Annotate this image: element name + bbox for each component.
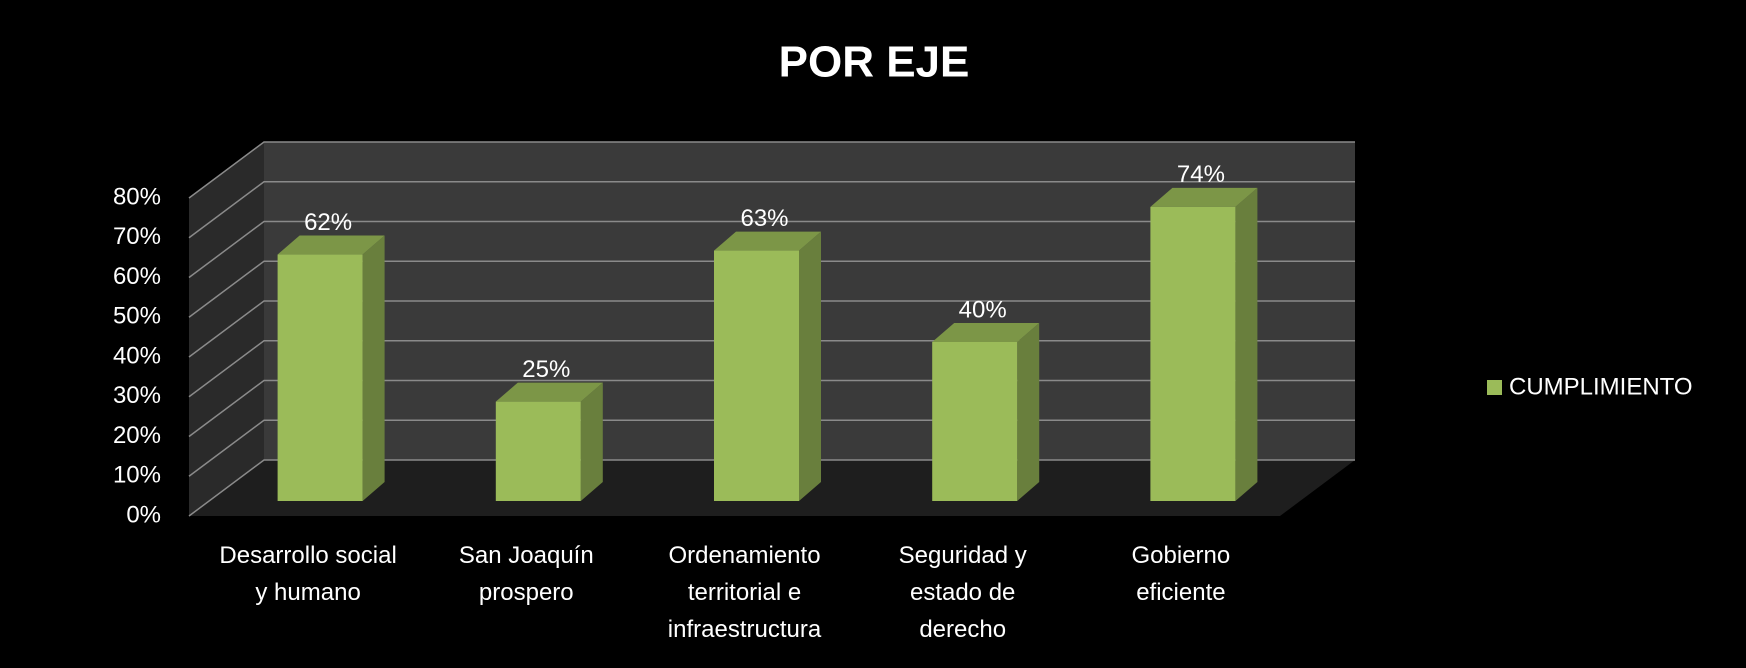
legend-swatch	[1487, 380, 1502, 395]
grid-line	[188, 220, 1355, 279]
x-tick-label: Gobierno eficiente	[1131, 542, 1231, 606]
bar	[277, 235, 385, 502]
bar-top	[932, 323, 1040, 342]
x-tick-label: San Joaquín prospero	[458, 542, 594, 606]
grid-line	[188, 141, 1355, 199]
bar-front	[1150, 206, 1236, 501]
bar-side	[799, 231, 821, 501]
data-label: 74%	[1177, 161, 1225, 188]
bar-front	[714, 250, 799, 501]
x-tick-label: Ordenamiento territorial e infraestructu…	[667, 542, 822, 643]
bar	[1150, 187, 1258, 501]
bar	[495, 382, 603, 501]
y-tick-label: 60%	[113, 263, 161, 290]
chart-title: POR EJE	[779, 38, 970, 87]
bar-side	[580, 382, 603, 501]
bar-side	[1017, 323, 1040, 501]
bar-top	[1150, 187, 1258, 207]
y-tick-label: 10%	[113, 462, 161, 489]
bar-front	[932, 342, 1018, 501]
y-tick-label: 20%	[113, 422, 161, 449]
bar	[932, 323, 1040, 501]
bar-front	[495, 401, 581, 501]
data-label: 25%	[522, 356, 570, 383]
bar-side	[362, 235, 385, 502]
bar-top	[495, 382, 603, 402]
bar-front	[277, 254, 363, 501]
grid-line	[188, 300, 1355, 358]
y-tick-label: 40%	[113, 342, 161, 369]
legend-label: CUMPLIMIENTO	[1509, 373, 1693, 400]
grid-line	[188, 260, 1355, 318]
y-tick-label: 70%	[113, 223, 161, 250]
y-tick-label: 30%	[113, 382, 161, 409]
y-tick-label: 0%	[126, 501, 161, 528]
y-tick-label: 80%	[113, 183, 161, 210]
data-label: 62%	[304, 209, 352, 236]
x-tick-label: Seguridad y estado de derecho	[898, 542, 1027, 643]
grid-line	[188, 181, 1355, 239]
bar	[714, 231, 821, 501]
y-tick-label: 50%	[113, 303, 161, 330]
x-tick-label: Desarrollo social y humano	[219, 542, 397, 606]
data-label: 40%	[959, 296, 1007, 323]
bar-side	[1235, 187, 1258, 501]
bar-top	[714, 231, 821, 251]
bar-top	[277, 235, 385, 255]
data-label: 63%	[740, 205, 788, 232]
